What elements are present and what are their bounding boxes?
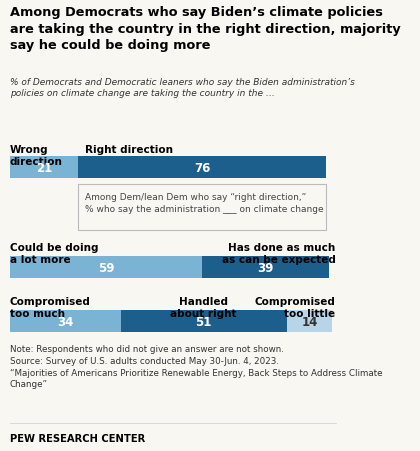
Text: Wrong
direction: Wrong direction: [10, 145, 63, 166]
Text: Right direction: Right direction: [85, 145, 173, 155]
Bar: [10, 156, 78, 179]
Text: 39: 39: [257, 261, 274, 274]
Text: 34: 34: [57, 315, 74, 328]
Text: Handled
about right: Handled about right: [171, 296, 237, 318]
Bar: [202, 257, 329, 278]
Bar: [78, 156, 326, 179]
Text: 59: 59: [98, 261, 114, 274]
Bar: [10, 257, 202, 278]
Bar: [10, 310, 121, 332]
Text: 14: 14: [301, 315, 318, 328]
Text: PEW RESEARCH CENTER: PEW RESEARCH CENTER: [10, 433, 145, 443]
Text: Among Dem/lean Dem who say “right direction,”
% who say the administration ___ o: Among Dem/lean Dem who say “right direct…: [85, 193, 323, 213]
Text: Has done as much
as can be expected: Has done as much as can be expected: [222, 243, 336, 264]
Bar: [121, 310, 287, 332]
Text: Compromised
too much: Compromised too much: [10, 296, 91, 318]
Text: Could be doing
a lot more: Could be doing a lot more: [10, 243, 98, 264]
Text: 76: 76: [194, 161, 210, 174]
Bar: [78, 184, 326, 230]
Text: 51: 51: [195, 315, 212, 328]
Text: Compromised
too little: Compromised too little: [255, 296, 336, 318]
Text: Among Democrats who say Biden’s climate policies
are taking the country in the r: Among Democrats who say Biden’s climate …: [10, 6, 401, 52]
Text: % of Democrats and Democratic leaners who say the Biden administration’s
policie: % of Democrats and Democratic leaners wh…: [10, 78, 355, 98]
Text: Note: Respondents who did not give an answer are not shown.
Source: Survey of U.: Note: Respondents who did not give an an…: [10, 344, 382, 389]
Bar: [287, 310, 332, 332]
Text: 21: 21: [36, 161, 52, 174]
